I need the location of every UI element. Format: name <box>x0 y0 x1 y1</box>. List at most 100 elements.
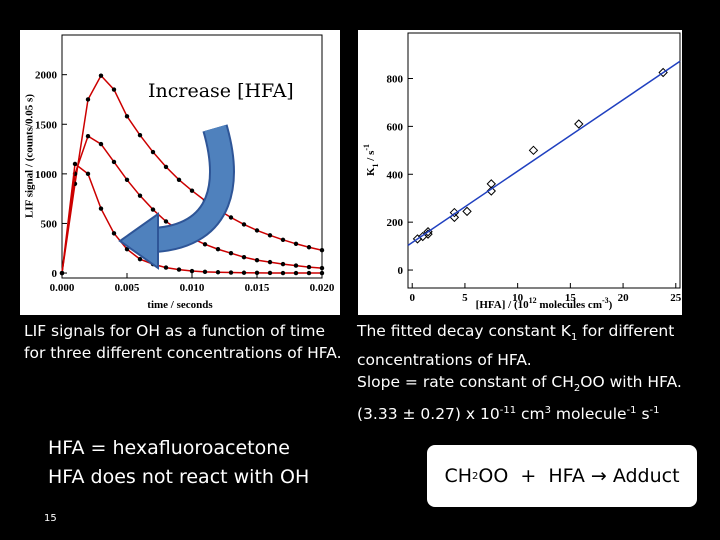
data-point <box>137 132 143 138</box>
data-point <box>111 159 117 165</box>
data-point <box>267 270 273 276</box>
x-tick-label: 15 <box>565 292 577 304</box>
caption-sup: -1 <box>649 405 660 417</box>
data-point <box>449 207 460 218</box>
caption-text: The fitted decay constant K <box>357 322 571 340</box>
data-point <box>486 179 496 189</box>
data-point <box>124 177 130 183</box>
note: HFA does not react with OH <box>48 466 310 488</box>
data-point <box>228 215 234 220</box>
data-point <box>319 265 325 271</box>
caption-sup: -1 <box>626 405 637 417</box>
data-point <box>528 145 539 156</box>
data-point <box>267 233 273 238</box>
data-point <box>241 254 247 260</box>
data-point <box>137 256 143 262</box>
data-point <box>98 141 104 147</box>
caption-text: s <box>636 405 650 424</box>
caption-sup: 3 <box>544 405 551 417</box>
caption-line: (3.33 ± 0.27) x 10-11 cm3 molecule-1 s-1 <box>357 400 717 425</box>
data-point <box>189 188 195 193</box>
note: HFA = hexafluoroacetone <box>48 437 290 459</box>
data-point <box>59 270 65 276</box>
data-point <box>267 259 273 265</box>
data-point <box>163 164 169 170</box>
x-axis-label: time / seconds <box>147 299 213 311</box>
data-point <box>228 270 234 275</box>
y-tick-label: 0 <box>398 265 404 277</box>
fit-line <box>61 135 323 274</box>
label-sub: 1 <box>371 163 380 167</box>
data-point <box>163 219 169 224</box>
y-axis-label: K1 / s-1 <box>362 144 380 176</box>
data-point <box>150 149 156 155</box>
data-point <box>98 73 104 78</box>
data-point <box>150 207 156 212</box>
data-point <box>306 264 312 270</box>
y-tick-label: 500 <box>41 218 58 230</box>
data-point <box>176 267 182 272</box>
reaction-sub: 2 <box>472 470 479 482</box>
data-point <box>293 241 299 246</box>
caption-text: molecule <box>551 405 627 424</box>
y-tick-label: 2000 <box>35 70 58 82</box>
data-point <box>319 270 325 276</box>
label-part: ) <box>609 299 613 311</box>
data-point <box>254 270 260 276</box>
data-point <box>306 270 312 276</box>
data-point <box>202 242 208 247</box>
reaction-text: OO + HFA <box>478 465 591 487</box>
caption-sup: -11 <box>499 405 517 417</box>
data-point <box>486 186 496 196</box>
data-point <box>72 161 78 167</box>
y-tick-label: 600 <box>387 121 404 133</box>
x-axis-label: [HFA] / (1012 molecules cm-3) <box>476 296 613 311</box>
data-point <box>293 270 299 276</box>
data-point <box>85 133 91 139</box>
lif-chart: time / seconds LIF signal / (counts/0.05… <box>20 30 340 315</box>
data-point <box>111 231 117 236</box>
x-tick-label: 20 <box>618 292 630 304</box>
x-tick-label: 25 <box>670 292 682 304</box>
y-axis-label: LIF signal / (counts/0.05 s) <box>24 94 36 218</box>
data-point <box>293 263 299 268</box>
x-tick-label: 0.015 <box>245 282 270 294</box>
left-caption: LIF signals for OH as a function of time… <box>24 322 342 362</box>
data-point <box>189 268 195 274</box>
data-point <box>176 177 182 183</box>
data-point <box>202 269 208 275</box>
k1-chart: 0 5 10 15 20 25 0 200 400 600 800 [HFA] / (1012 mo… <box>358 30 682 315</box>
x-tick-label: 0.000 <box>50 282 75 294</box>
caption-text: for different concentrations of HFA. <box>357 322 675 370</box>
x-tick-label: 0.005 <box>115 282 140 294</box>
data-point <box>319 248 325 253</box>
y-tick-label: 1000 <box>35 169 58 181</box>
caption-text: OO with HFA. <box>580 373 682 392</box>
data-point <box>254 228 260 233</box>
x-tick-label: 0.020 <box>310 282 335 294</box>
label-part: [HFA] / (10 <box>476 299 529 311</box>
data-point <box>124 247 130 252</box>
data-point <box>306 245 312 250</box>
right-caption: The fitted decay constant K1 for differe… <box>357 320 717 425</box>
notes: HFA = hexafluoroacetone HFA does not rea… <box>48 434 309 492</box>
arrow-body <box>153 124 233 251</box>
x-tick-label: 5 <box>462 292 468 304</box>
reaction-box: CH 2 OO + HFA → Adduct <box>427 445 697 507</box>
data-point <box>215 270 221 275</box>
data-point <box>241 270 247 275</box>
fit-line <box>407 60 681 247</box>
caption-text: Slope = rate constant of CH <box>357 373 574 392</box>
y-tick-label: 0 <box>52 268 58 280</box>
data-point <box>124 114 130 119</box>
data-point <box>462 206 472 217</box>
caption-sub: 2 <box>573 383 581 395</box>
label-part: molecules cm <box>537 299 602 311</box>
data-point <box>280 237 286 243</box>
label-part: / s <box>365 150 377 164</box>
label-sup: -1 <box>362 144 371 151</box>
caption-line: Slope = rate constant of CH2OO with HFA. <box>357 371 717 400</box>
data-point <box>215 247 221 252</box>
label-part: K <box>365 167 377 176</box>
